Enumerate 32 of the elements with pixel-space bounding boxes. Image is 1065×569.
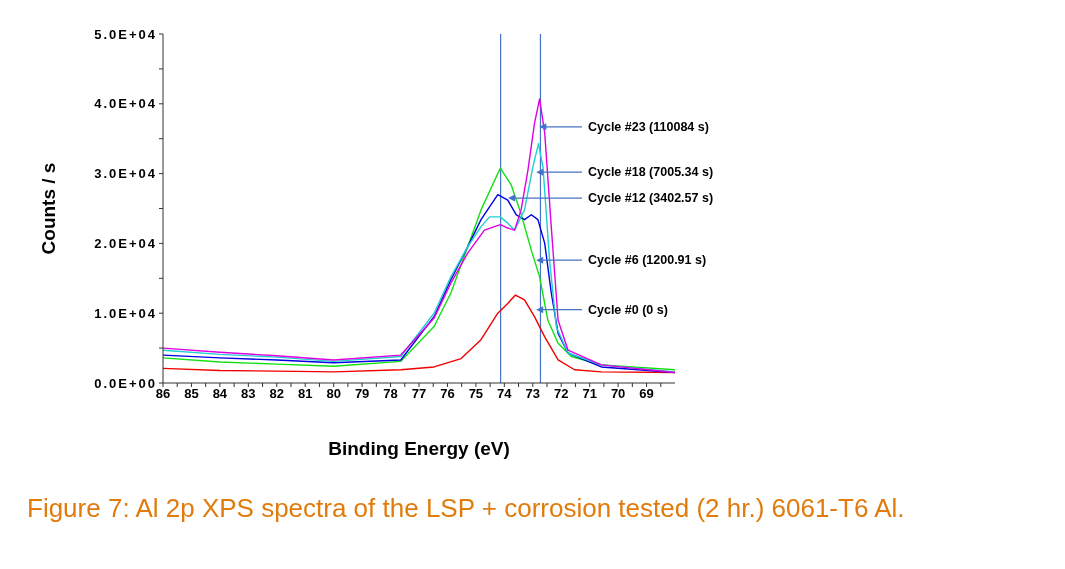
x-axis-title: Binding Energy (eV) [328,438,510,459]
x-tick-label: 81 [297,386,313,402]
x-tick-label: 77 [411,386,427,402]
annotation: Cycle #18 (7005.34 s) [587,165,714,180]
x-tick-label: 71 [582,386,597,402]
x-tick-label: 79 [354,386,370,402]
y-tick-label: 2.0E+04 [94,236,157,252]
annotation: Cycle #0 (0 s) [587,302,668,317]
annotation: Cycle #6 (1200.91 s) [587,253,707,268]
x-tick-label: 82 [269,386,285,402]
x-tick-label: 72 [553,386,569,402]
y-tick-label: 3.0E+04 [94,166,157,182]
x-tick-label: 75 [468,386,484,402]
x-tick-label: 76 [440,386,455,402]
x-tick-label: 73 [525,386,541,402]
y-tick-label: 5.0E+04 [94,26,157,42]
x-tick-label: 83 [241,386,256,402]
x-tick-label: 74 [497,386,513,402]
x-tick-label: 85 [184,386,199,402]
x-tick-label: 69 [639,386,654,402]
caption: Figure 7: Al 2p XPS spectra of the LSP + corrosion tested (2 hr.) 6061-T6 Al. [27,493,906,524]
x-tick-label: 86 [155,386,171,402]
annotation: Cycle #23 (110084 s) [587,119,709,134]
x-tick-label: 78 [383,386,398,402]
y-axis-title: Counts / s [37,162,59,255]
x-tick-label: 84 [212,386,228,402]
y-tick-label: 1.0E+04 [94,305,157,321]
x-tick-label: 70 [610,386,626,402]
annotation: Cycle #12 (3402.57 s) [587,191,714,206]
y-tick-label: 4.0E+04 [94,96,157,112]
y-tick-label: 0.0E+00 [94,375,157,391]
x-tick-label: 80 [326,386,341,402]
